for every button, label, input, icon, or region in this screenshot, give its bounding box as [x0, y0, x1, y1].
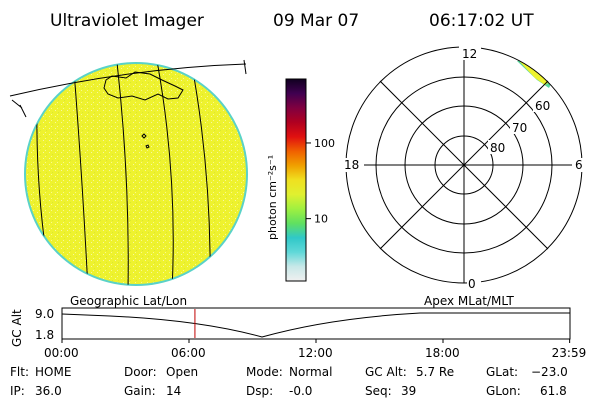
- glat-label: GLat:: [486, 365, 518, 379]
- timeline-right-title: Apex MLat/MLT: [424, 294, 514, 308]
- date-label: 09 Mar 07: [273, 11, 359, 31]
- status-panel: Flt: HOME IP: 36.0 Door: Open Gain: 14 M…: [10, 365, 568, 398]
- flt-label: Flt:: [10, 365, 29, 379]
- timeline-x-tick-label: 12:00: [298, 346, 333, 360]
- timeline-x-tick-label: 06:00: [171, 346, 206, 360]
- gain-value: 14: [166, 384, 181, 398]
- door-label: Door:: [124, 365, 157, 379]
- auroral-emission-core: [520, 61, 548, 85]
- glon-value: 61.8: [540, 384, 567, 398]
- mlat-label-60: 60: [535, 99, 550, 113]
- latitude-line: [9, 63, 247, 97]
- limb-edge-line: [243, 59, 247, 75]
- colorbar: 100 10 photon cm⁻²s⁻¹: [266, 78, 335, 282]
- seq-label: Seq:: [365, 384, 392, 398]
- colorbar-tick-label: 100: [314, 137, 335, 150]
- seq-value: 39: [401, 384, 416, 398]
- earth-disk-image: [9, 59, 248, 286]
- timeline-x-tick-label: 23:59: [552, 346, 587, 360]
- ip-value: 36.0: [35, 384, 62, 398]
- door-value: Open: [166, 365, 198, 379]
- timeline-y-axis-label: GC Alt: [10, 309, 24, 347]
- mlt-label-6: 6: [575, 158, 583, 172]
- time-label: 06:17:02 UT: [429, 11, 534, 31]
- dsp-value: -0.0: [289, 384, 312, 398]
- mode-value: Normal: [289, 365, 332, 379]
- colorbar-tick-label: 10: [314, 213, 328, 226]
- polar-plot: [345, 46, 583, 284]
- timeline-panel: Geographic Lat/Lon Apex MLat/MLT GC Alt …: [10, 294, 586, 360]
- timeline-x-tick-label: 18:00: [425, 346, 460, 360]
- island-outline: [141, 133, 147, 139]
- timeline-y-tick-bottom: 1.8: [35, 328, 54, 342]
- flt-value: HOME: [35, 365, 71, 379]
- polar-diagonal: [379, 80, 549, 250]
- meridian-line: [154, 63, 174, 285]
- colorbar-ticks: 100 10: [306, 137, 335, 226]
- limb-edge-line: [11, 99, 27, 118]
- glon-label: GLon:: [486, 384, 521, 398]
- mlat-label-80: 80: [490, 141, 505, 155]
- mlt-label-12: 12: [462, 47, 477, 61]
- gain-label: Gain:: [124, 384, 156, 398]
- mlt-label-0: 0: [468, 277, 476, 291]
- altitude-curve: [61, 312, 570, 338]
- glat-value: −23.0: [531, 365, 568, 379]
- ip-label: IP:: [10, 384, 25, 398]
- timeline-y-tick-top: 9.0: [35, 307, 54, 321]
- timeline-x-ticks: 00:00 06:00 12:00 18:00 23:59: [44, 339, 586, 360]
- gcalt-label: GC Alt:: [365, 365, 407, 379]
- timeline-x-tick-label: 00:00: [44, 346, 79, 360]
- meridian-line: [114, 63, 129, 285]
- colorbar-unit-label: photon cm⁻²s⁻¹: [266, 155, 279, 240]
- gcalt-value: 5.7 Re: [416, 365, 454, 379]
- colorbar-scale: [285, 78, 307, 282]
- timeline-left-title: Geographic Lat/Lon: [70, 294, 187, 308]
- mode-label: Mode:: [246, 365, 283, 379]
- instrument-title: Ultraviolet Imager: [50, 11, 204, 31]
- mlat-label-70: 70: [512, 121, 527, 135]
- mlt-label-18: 18: [344, 158, 359, 172]
- island-outline: [145, 144, 150, 149]
- dsp-label: Dsp:: [246, 384, 273, 398]
